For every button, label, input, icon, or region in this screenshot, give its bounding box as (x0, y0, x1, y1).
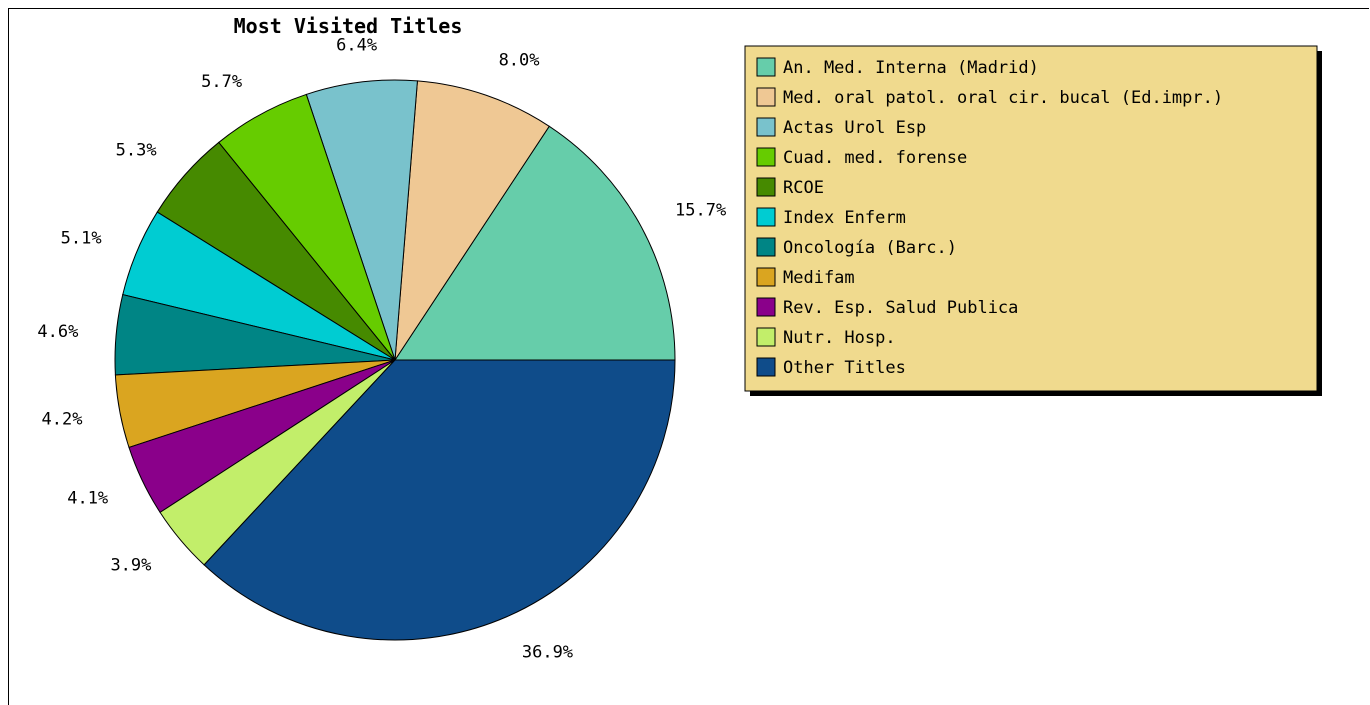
legend-swatch-nutr-hosp (756, 327, 776, 347)
legend-label-rev-esp-salud-publica: Rev. Esp. Salud Publica (783, 298, 1018, 318)
legend-swatch-rcoe (756, 177, 776, 197)
legend-swatch-medifam (756, 267, 776, 287)
pie-slice-other-titles (203, 359, 676, 641)
pie-labels: 15.7% 8.0% 6.4% 5.7% 5.3% 5.1% 4.6% 4.2% 4.1% 3.9… (37, 35, 726, 662)
legend-label-nutr-hosp: Nutr. Hosp. (783, 328, 896, 348)
pie-label-cuad-med-forense: 5.7% (201, 72, 242, 92)
legend-label-index-enferm: Index Enferm (783, 208, 906, 228)
legend-swatch-other-titles (756, 357, 776, 377)
legend-label-cuad-med-forense: Cuad. med. forense (783, 148, 967, 168)
pie-label-nutr-hosp: 3.9% (110, 555, 151, 575)
legend-label-an-med-interna-madrid: An. Med. Interna (Madrid) (783, 58, 1039, 78)
pie-label-medifam: 4.2% (42, 410, 83, 430)
legend-label-other-titles: Other Titles (783, 358, 906, 378)
pie-label-rcoe: 5.3% (116, 141, 157, 161)
legend-swatch-actas-urol-esp (756, 117, 776, 137)
pie-slices (114, 79, 676, 641)
legend-box (744, 45, 1318, 392)
pie-label-other-titles: 36.9% (522, 643, 573, 663)
legend-swatch-rev-esp-salud-publica (756, 297, 776, 317)
legend-label-medifam: Medifam (783, 268, 855, 288)
pie-label-actas-urol-esp: 6.4% (336, 35, 377, 55)
legend: An. Med. Interna (Madrid) Med. oral patol… (744, 45, 1322, 396)
legend-swatch-oncologia-barc (756, 237, 776, 257)
legend-swatch-med-oral-patol-oral-cir-bucal-ed-impr (756, 87, 776, 107)
legend-swatch-cuad-med-forense (756, 147, 776, 167)
legend-label-oncologia-barc: Oncología (Barc.) (783, 238, 957, 258)
legend-swatch-index-enferm (756, 207, 776, 227)
pie-label-oncologia-barc: 4.6% (37, 322, 78, 342)
legend-swatch-an-med-interna-madrid (756, 57, 776, 77)
legend-label-rcoe: RCOE (783, 178, 824, 198)
legend-items: An. Med. Interna (Madrid) Med. oral patol… (756, 57, 1223, 378)
legend-label-med-oral-patol-oral-cir-bucal-ed-impr: Med. oral patol. oral cir. bucal (Ed.imp… (783, 88, 1223, 108)
pie-slice-an-med-interna-madrid (394, 125, 676, 361)
chart-title: Most Visited Titles (234, 14, 463, 38)
pie-label-med-oral-patol-oral-cir-bucal-ed-impr: 8.0% (499, 50, 540, 70)
legend-label-actas-urol-esp: Actas Urol Esp (783, 118, 926, 138)
pie-label-index-enferm: 5.1% (61, 228, 102, 248)
pie-label-an-med-interna-madrid: 15.7% (675, 200, 726, 220)
pie-slice-actas-urol-esp (305, 79, 418, 361)
chart-frame (8, 8, 1369, 705)
pie-label-rev-esp-salud-publica: 4.1% (67, 488, 108, 508)
pie-slice-med-oral-patol-oral-cir-bucal-ed-impr (394, 80, 550, 361)
